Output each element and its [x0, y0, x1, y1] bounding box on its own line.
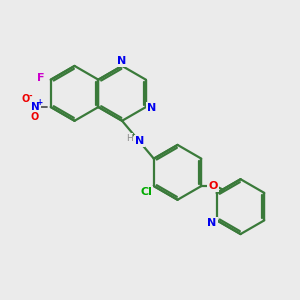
Text: O: O [22, 94, 30, 104]
Text: N: N [117, 56, 127, 66]
Text: -: - [29, 92, 33, 101]
Text: N: N [135, 136, 144, 146]
Text: N: N [147, 103, 157, 113]
Text: O: O [30, 112, 38, 122]
Text: Cl: Cl [140, 187, 152, 197]
Text: F: F [38, 73, 45, 83]
Text: O: O [208, 181, 218, 191]
Text: N: N [31, 102, 40, 112]
Text: H: H [126, 134, 133, 143]
Text: +: + [36, 98, 42, 107]
Text: N: N [207, 218, 217, 228]
